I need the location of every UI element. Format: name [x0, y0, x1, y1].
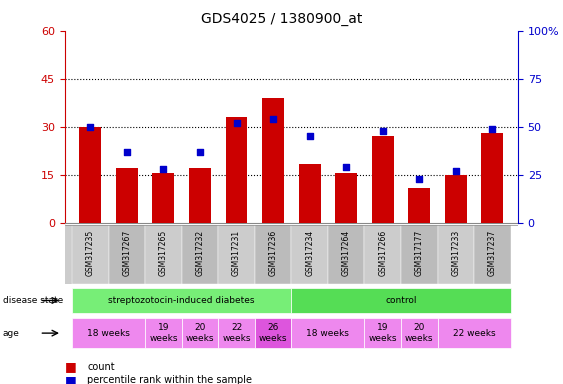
Point: [232, 120, 241, 126]
Point: [415, 175, 424, 182]
Point: [122, 149, 131, 155]
Text: 18 weeks: 18 weeks: [87, 329, 130, 338]
Text: 18 weeks: 18 weeks: [306, 329, 349, 338]
Bar: [437, 318, 511, 348]
Bar: [255, 318, 292, 348]
Text: GSM317264: GSM317264: [342, 230, 351, 276]
Text: GSM317235: GSM317235: [86, 230, 95, 276]
Text: streptozotocin-induced diabetes: streptozotocin-induced diabetes: [109, 296, 255, 305]
Point: [195, 149, 204, 155]
Bar: [401, 318, 437, 348]
Text: percentile rank within the sample: percentile rank within the sample: [87, 375, 252, 384]
Text: GSM317231: GSM317231: [232, 230, 241, 276]
Bar: [408, 187, 430, 223]
Bar: [481, 133, 503, 223]
Bar: [292, 288, 511, 313]
Point: [269, 116, 278, 122]
Text: 19
weeks: 19 weeks: [149, 323, 178, 343]
Bar: [226, 117, 248, 223]
Text: 22
weeks: 22 weeks: [222, 323, 251, 343]
Point: [305, 133, 314, 139]
Bar: [292, 318, 364, 348]
Bar: [474, 225, 511, 284]
Bar: [72, 318, 145, 348]
Text: GDS4025 / 1380900_at: GDS4025 / 1380900_at: [201, 12, 362, 25]
Text: GSM317177: GSM317177: [415, 230, 424, 276]
Text: age: age: [3, 329, 20, 338]
Bar: [189, 168, 211, 223]
Bar: [109, 225, 145, 284]
Bar: [218, 318, 255, 348]
Bar: [401, 225, 437, 284]
Text: 20
weeks: 20 weeks: [186, 323, 215, 343]
Bar: [153, 173, 175, 223]
Bar: [298, 164, 320, 223]
Point: [342, 164, 351, 170]
Text: 19
weeks: 19 weeks: [368, 323, 397, 343]
Point: [378, 127, 387, 134]
Text: 22 weeks: 22 weeks: [453, 329, 495, 338]
Bar: [255, 225, 292, 284]
Bar: [445, 175, 467, 223]
Text: GSM317236: GSM317236: [269, 230, 278, 276]
Text: ■: ■: [65, 360, 77, 373]
Text: control: control: [385, 296, 417, 305]
Text: count: count: [87, 362, 115, 372]
Bar: [364, 225, 401, 284]
Bar: [262, 98, 284, 223]
Bar: [72, 225, 109, 284]
Point: [488, 126, 497, 132]
Bar: [292, 225, 328, 284]
Text: GSM317237: GSM317237: [488, 230, 497, 276]
Bar: [364, 318, 401, 348]
Bar: [182, 318, 218, 348]
Bar: [145, 225, 182, 284]
Bar: [116, 168, 138, 223]
Bar: [79, 127, 101, 223]
Bar: [182, 225, 218, 284]
Text: ■: ■: [65, 374, 77, 384]
Text: 20
weeks: 20 weeks: [405, 323, 434, 343]
Text: GSM317232: GSM317232: [195, 230, 204, 276]
Bar: [437, 225, 474, 284]
Point: [159, 166, 168, 172]
Bar: [72, 288, 292, 313]
Text: GSM317233: GSM317233: [452, 230, 461, 276]
Bar: [372, 136, 394, 223]
Text: GSM317266: GSM317266: [378, 230, 387, 276]
Text: 26
weeks: 26 weeks: [259, 323, 287, 343]
Point: [86, 124, 95, 130]
Text: GSM317265: GSM317265: [159, 230, 168, 276]
Text: GSM317234: GSM317234: [305, 230, 314, 276]
Text: GSM317267: GSM317267: [122, 230, 131, 276]
Text: disease state: disease state: [3, 296, 63, 305]
Bar: [328, 225, 364, 284]
Bar: [145, 318, 182, 348]
Point: [452, 168, 461, 174]
Bar: [218, 225, 255, 284]
Bar: [335, 173, 357, 223]
